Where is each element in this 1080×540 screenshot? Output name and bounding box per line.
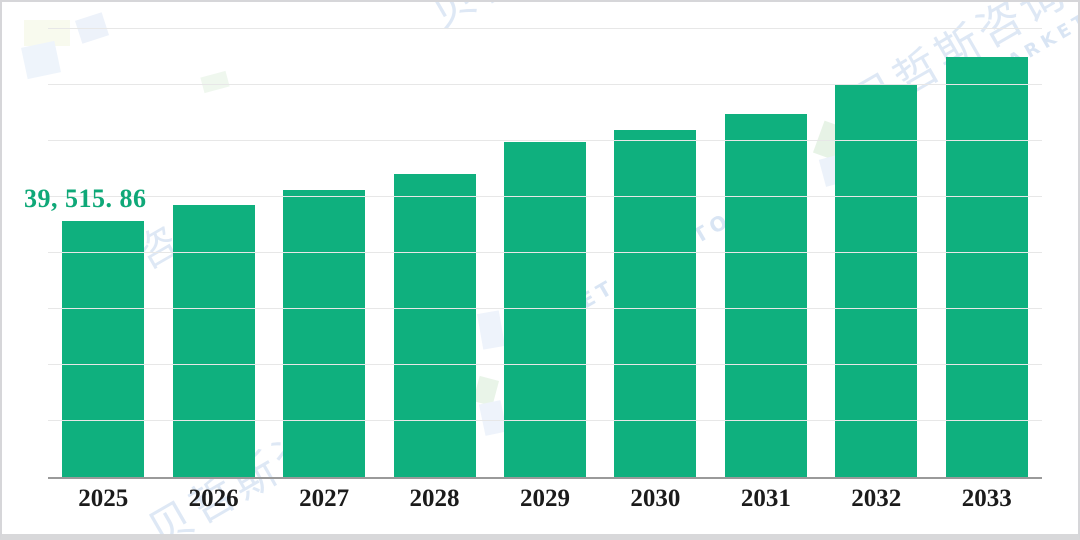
bar-slot-2031 <box>711 29 821 477</box>
x-tick-2029: 2029 <box>519 485 570 512</box>
bar-slot-2028 <box>379 29 489 477</box>
bar-slot-2026 <box>158 29 268 477</box>
bar-2028 <box>393 174 476 477</box>
bar-slot-2025 <box>48 29 158 477</box>
gridline <box>48 419 1042 421</box>
bar-2031 <box>724 114 807 477</box>
plot-area <box>48 27 1042 479</box>
bar-slot-2032 <box>821 29 931 477</box>
x-tick-2033: 2033 <box>961 485 1012 512</box>
x-axis-tick-labels: 2025 2026 2027 2028 2029 2030 2031 2032 2033 <box>48 485 1042 513</box>
bar-slot-2033 <box>932 29 1042 477</box>
x-tick-2031: 2031 <box>740 485 791 512</box>
gridline <box>48 195 1042 197</box>
bar-2026 <box>172 204 255 477</box>
bar-slot-2029 <box>490 29 600 477</box>
bar-slot-2027 <box>269 29 379 477</box>
gridline <box>48 363 1042 365</box>
gridline <box>48 307 1042 309</box>
x-tick-2030: 2030 <box>630 485 681 512</box>
bar-2027 <box>283 190 366 477</box>
x-tick-2032: 2032 <box>851 485 902 512</box>
bar-2033 <box>945 57 1028 477</box>
gridline <box>48 27 1042 29</box>
gridline <box>48 251 1042 253</box>
x-tick-2027: 2027 <box>299 485 350 512</box>
bar-2030 <box>614 130 697 477</box>
gridline <box>48 83 1042 85</box>
bar-2029 <box>503 142 586 477</box>
x-tick-2026: 2026 <box>188 485 239 512</box>
x-tick-2028: 2028 <box>409 485 460 512</box>
gridline <box>48 139 1042 141</box>
bars-container <box>48 29 1042 477</box>
bar-slot-2030 <box>600 29 710 477</box>
x-tick-2025: 2025 <box>78 485 129 512</box>
data-label-2025: 39, 515. 86 <box>24 184 147 213</box>
bar-2025 <box>62 221 145 477</box>
bar-2032 <box>835 84 918 477</box>
